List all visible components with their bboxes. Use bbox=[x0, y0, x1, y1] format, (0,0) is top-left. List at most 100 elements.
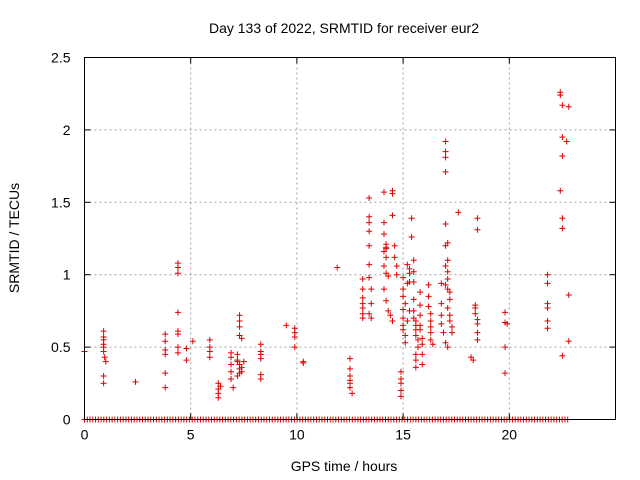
data-point bbox=[417, 289, 424, 296]
data-point bbox=[557, 92, 564, 99]
data-point bbox=[183, 357, 190, 364]
data-point bbox=[383, 297, 390, 304]
plot-frame bbox=[84, 57, 616, 420]
data-point bbox=[417, 302, 424, 309]
data-point bbox=[389, 190, 396, 197]
data-point bbox=[257, 355, 264, 362]
data-point bbox=[230, 384, 237, 391]
data-point bbox=[359, 286, 366, 293]
data-point bbox=[228, 375, 235, 382]
data-point bbox=[442, 168, 449, 175]
y-tick-label: 1.5 bbox=[51, 194, 71, 210]
data-point bbox=[565, 291, 572, 298]
data-point bbox=[544, 325, 551, 332]
data-point bbox=[419, 351, 426, 358]
data-point bbox=[400, 326, 407, 333]
data-point bbox=[162, 338, 169, 345]
data-point bbox=[427, 329, 434, 336]
data-point bbox=[425, 281, 432, 288]
data-point bbox=[234, 373, 241, 380]
data-point bbox=[410, 268, 417, 275]
data-point bbox=[368, 300, 375, 307]
data-point bbox=[383, 254, 390, 261]
data-point bbox=[427, 323, 434, 330]
data-point bbox=[427, 310, 434, 317]
data-point bbox=[544, 271, 551, 278]
data-point bbox=[359, 305, 366, 312]
data-point bbox=[559, 134, 566, 141]
y-tick-label: 2.5 bbox=[51, 50, 71, 66]
data-point bbox=[236, 323, 243, 330]
data-point bbox=[174, 264, 181, 271]
data-point bbox=[174, 270, 181, 277]
data-point bbox=[425, 293, 432, 300]
x-tick-label: 5 bbox=[187, 427, 195, 443]
data-point bbox=[474, 320, 481, 327]
data-point bbox=[412, 332, 419, 339]
data-point bbox=[397, 380, 404, 387]
data-point bbox=[412, 364, 419, 371]
x-tick-label: 0 bbox=[81, 427, 89, 443]
data-point bbox=[502, 309, 509, 316]
data-point bbox=[174, 344, 181, 351]
data-point bbox=[389, 318, 396, 325]
data-point bbox=[442, 339, 449, 346]
data-point bbox=[474, 336, 481, 343]
data-point bbox=[206, 348, 213, 355]
data-point bbox=[559, 215, 566, 222]
data-point bbox=[100, 348, 107, 355]
data-point bbox=[359, 276, 366, 283]
data-point bbox=[387, 312, 394, 319]
data-point bbox=[174, 309, 181, 316]
data-point bbox=[228, 361, 235, 368]
data-point bbox=[448, 323, 455, 330]
data-point bbox=[206, 354, 213, 361]
data-point bbox=[366, 194, 373, 201]
data-point bbox=[174, 331, 181, 338]
data-point bbox=[438, 280, 445, 287]
data-point bbox=[419, 341, 426, 348]
data-point bbox=[206, 336, 213, 343]
data-point bbox=[442, 154, 449, 161]
data-point bbox=[283, 322, 290, 329]
data-point bbox=[419, 335, 426, 342]
data-point bbox=[236, 318, 243, 325]
data-point bbox=[408, 215, 415, 222]
data-point bbox=[414, 344, 421, 351]
data-point bbox=[391, 254, 398, 261]
data-point bbox=[559, 352, 566, 359]
data-point bbox=[559, 152, 566, 159]
data-point bbox=[444, 257, 451, 264]
data-point bbox=[391, 242, 398, 249]
data-point bbox=[100, 373, 107, 380]
data-point bbox=[393, 271, 400, 278]
data-point bbox=[472, 310, 479, 317]
data-point bbox=[442, 281, 449, 288]
data-point bbox=[446, 318, 453, 325]
data-point bbox=[410, 278, 417, 285]
data-point bbox=[429, 341, 436, 348]
data-point bbox=[402, 332, 409, 339]
data-point bbox=[183, 345, 190, 352]
data-point bbox=[100, 380, 107, 387]
data-point bbox=[100, 328, 107, 335]
data-point bbox=[444, 276, 451, 283]
data-point bbox=[291, 344, 298, 351]
data-point bbox=[440, 329, 447, 336]
x-tick-label: 20 bbox=[502, 427, 518, 443]
data-point bbox=[442, 138, 449, 145]
data-point bbox=[228, 354, 235, 361]
data-point bbox=[400, 274, 407, 281]
data-point bbox=[385, 307, 392, 314]
data-point bbox=[162, 384, 169, 391]
data-point bbox=[563, 138, 570, 145]
data-point bbox=[234, 351, 241, 358]
data-point bbox=[162, 331, 169, 338]
data-point bbox=[455, 209, 462, 216]
data-point bbox=[474, 329, 481, 336]
data-point bbox=[404, 261, 411, 268]
data-point bbox=[217, 383, 224, 390]
data-point bbox=[347, 365, 353, 372]
y-tick-label: 2 bbox=[63, 122, 71, 138]
